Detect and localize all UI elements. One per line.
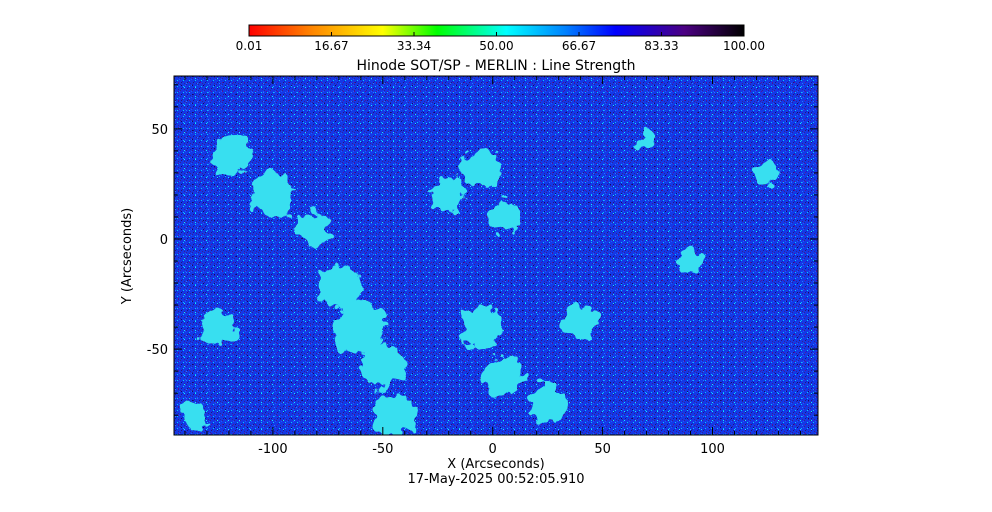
x-axis: -100 -50 0 50 100: [184, 76, 801, 457]
network-feature-1: [250, 172, 295, 217]
x-tick-label: 0: [489, 442, 497, 457]
timestamp: 17-May-2025 00:52:05.910: [407, 472, 585, 487]
colorbar: 0.01 16.67 33.34 50.00 66.67 83.33 100.00: [236, 24, 765, 53]
colorbar-tick-label: 66.67: [562, 39, 596, 53]
network-feature-10: [459, 305, 504, 350]
network-feature-15: [182, 401, 210, 429]
y-tick-label: -50: [147, 343, 168, 358]
colorbar-tick-label: 0.01: [236, 39, 263, 53]
network-feature-7: [431, 177, 467, 213]
x-tick-label: -50: [372, 442, 393, 457]
colorbar-tick-label: 16.67: [314, 39, 348, 53]
heatmap-image: [174, 76, 818, 435]
y-tick-label: 50: [151, 123, 168, 138]
network-feature-12: [527, 384, 568, 424]
colorbar-tick-label: 33.34: [397, 39, 431, 53]
x-tick-label: -100: [258, 442, 288, 457]
colorbar-tick-label: 50.00: [479, 39, 513, 53]
network-features: [182, 131, 779, 435]
network-feature-17: [756, 161, 779, 184]
network-feature-18: [637, 131, 656, 149]
network-feature-14: [200, 309, 236, 345]
network-feature-16: [679, 250, 702, 272]
network-feature-13: [563, 305, 599, 341]
y-tick-label: 0: [160, 233, 168, 248]
plot-frame: [173, 75, 819, 436]
colorbar-tick-label: 83.33: [644, 39, 678, 53]
network-feature-8: [461, 148, 502, 189]
y-axis: 50 0 -50: [147, 84, 818, 416]
colorbar-tick-label: 100.00: [723, 39, 765, 53]
network-feature-2: [294, 210, 331, 246]
x-tick-label: 50: [594, 442, 611, 457]
network-feature-4: [334, 300, 388, 354]
network-feature-6: [371, 393, 416, 435]
y-axis-label: Y (Arcseconds): [120, 208, 135, 305]
x-axis-label: X (Arcseconds): [447, 457, 544, 472]
x-tick-label: 100: [700, 442, 725, 457]
network-feature-9: [488, 201, 520, 233]
colorbar-ticks: 0.01 16.67 33.34 50.00 66.67 83.33 100.00: [236, 32, 765, 53]
chart-title: Hinode SOT/SP - MERLIN : Line Strength: [356, 58, 635, 74]
network-feature-11: [483, 355, 524, 396]
network-feature-3: [316, 265, 361, 310]
network-feature-5: [360, 344, 405, 389]
network-feature-0: [213, 135, 254, 176]
